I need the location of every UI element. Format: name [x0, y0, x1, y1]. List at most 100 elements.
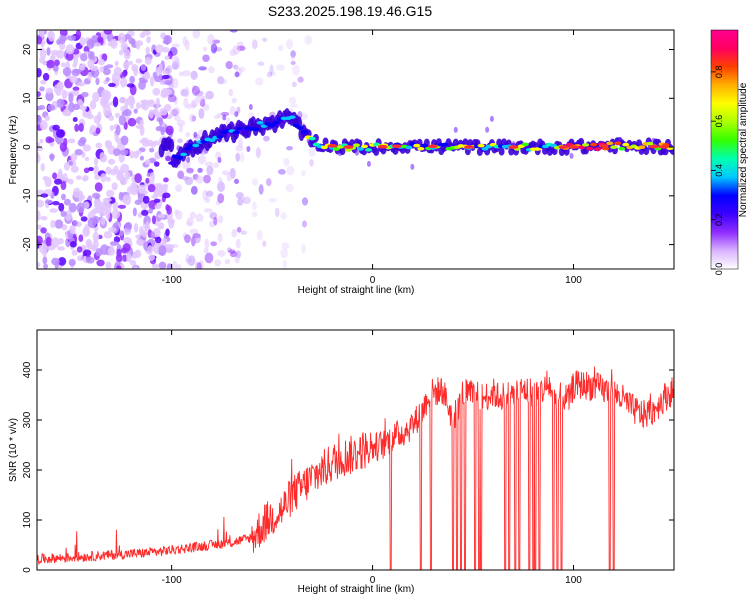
spectrogram-noise-blob: [269, 64, 274, 75]
spectrogram-noise-blob: [235, 145, 244, 152]
spectrogram-noise-blob: [65, 210, 73, 221]
spectrogram-noise-blob: [50, 49, 60, 56]
spectrogram-y-tick-label: 10: [22, 92, 33, 104]
spectrogram-noise-blob: [162, 46, 170, 53]
spectrogram-noise-blob: [119, 49, 124, 56]
spectrogram-noise-blob: [280, 212, 287, 220]
spectrogram-noise-blob: [59, 35, 67, 42]
spectrogram-noise-blob: [49, 208, 58, 213]
spectrogram-trace-speck: [234, 111, 239, 118]
spectrogram-noise-blob: [45, 236, 52, 247]
spectrogram-noise-blob: [129, 150, 135, 159]
spectrogram-noise-blob: [42, 61, 47, 66]
spectrogram-noise-blob: [37, 224, 42, 230]
spectrogram-noise-blob: [37, 106, 42, 111]
spectrogram-noise-blob: [277, 168, 286, 175]
spectrogram-noise-blob: [165, 204, 170, 211]
spectrogram-noise-blob: [77, 139, 86, 147]
spectrogram-hotspot: [377, 144, 388, 149]
spectrogram-noise-blob: [274, 207, 280, 218]
spectrogram-noise-blob: [111, 209, 121, 219]
snr-x-tick-label: 0: [370, 575, 376, 586]
spectrogram-noise-blob: [92, 231, 100, 243]
spectrogram-noise-blob: [141, 209, 149, 216]
spectrogram-noise-blob: [136, 42, 141, 50]
snr-frame: [36, 329, 675, 571]
spectrogram-noise-blob: [84, 156, 90, 162]
spectrogram-trace-core: [200, 139, 208, 144]
spectrogram-noise-blob: [76, 202, 85, 214]
spectrogram-noise-blob: [57, 246, 65, 251]
spectrogram-noise-blob: [72, 187, 81, 199]
spectrogram-noise-blob: [176, 119, 186, 127]
spectrogram-noise-blob: [142, 195, 150, 204]
spectrogram-noise-blob: [170, 243, 179, 249]
spectrogram-noise-blob: [37, 199, 45, 208]
spectrogram-noise-blob: [198, 66, 207, 71]
spectrogram-noise-blob: [257, 61, 265, 66]
spectrogram-noise-blob: [88, 50, 93, 61]
spectrogram-noise-blob: [58, 168, 63, 177]
spectrogram-trace-core: [272, 120, 280, 125]
spectrogram-noise-blob: [99, 66, 104, 73]
spectrogram-noise-blob: [152, 71, 158, 79]
spectrogram-noise-blob: [92, 216, 100, 225]
spectrogram-noise-blob: [70, 165, 79, 173]
snr-panel: -100 0 100 0 100 200 300 400 Height of straigh…: [8, 329, 675, 595]
spectrogram-noise-blob: [93, 42, 101, 47]
snr-y-tick-label: 300: [22, 411, 33, 428]
spectrogram-noise-blob: [74, 148, 83, 156]
spectrogram-noise-blob: [98, 58, 105, 66]
spectrogram-noise-blob: [149, 75, 155, 87]
spectrogram-noise-blob: [100, 173, 107, 183]
spectrogram-noise-blob: [300, 113, 308, 121]
spectrogram-noise-blob: [118, 152, 125, 163]
spectrogram-noise-blob: [195, 213, 204, 223]
spectrogram-noise-blob: [297, 76, 304, 83]
spectrogram-trace-core: [180, 152, 188, 157]
spectrogram-noise-blob: [89, 124, 97, 133]
spectrogram-noise-blob: [202, 46, 208, 52]
spectrogram-noise-blob: [168, 83, 174, 90]
spectrogram-noise-blob: [60, 62, 67, 68]
spectrogram-trace-core: [533, 147, 541, 151]
spectrogram-noise-blob: [108, 82, 116, 88]
spectrogram-noise-blob: [62, 109, 72, 117]
spectrogram-noise-blob: [283, 157, 290, 167]
spectrogram-noise-blob: [72, 103, 80, 111]
spectrogram-noise-blob: [145, 46, 151, 55]
spectrogram-noise-blob: [39, 30, 45, 38]
spectrogram-noise-blob: [235, 250, 242, 259]
colorbar-tick-label: 0.0: [714, 263, 724, 276]
snr-x-tick-label: 100: [565, 575, 582, 586]
spectrogram-noise-blob: [137, 212, 143, 218]
spectrogram-noise-blob: [278, 44, 284, 52]
spectrogram-noise-blob: [282, 260, 287, 269]
spectrogram-noise-blob: [92, 91, 100, 103]
spectrogram-trace-speck: [186, 156, 191, 163]
spectrogram-noise-blob: [239, 152, 245, 163]
spectrogram-trace-core: [582, 143, 590, 147]
spectrogram-noise-blob: [234, 178, 240, 185]
spectrogram-noise-blob: [163, 177, 169, 183]
spectrogram-noise-blob: [94, 157, 99, 166]
spectrogram-noise-blob: [118, 114, 127, 126]
spectrogram-noise-blob: [58, 202, 65, 212]
spectrogram-trace-core: [300, 130, 308, 135]
snr-line: [37, 366, 674, 570]
spectrogram-noise-blob: [42, 256, 48, 265]
spectrogram-trace-core: [405, 145, 413, 150]
spectrogram-noise-blob: [236, 226, 242, 233]
spectrogram-noise-blob: [56, 98, 65, 108]
spectrogram-trace-speck: [217, 156, 222, 163]
spectrogram-noise-blob: [148, 157, 156, 164]
spectrogram-noise-blob: [122, 61, 130, 70]
spectrogram-noise-blob: [79, 37, 86, 46]
spectrogram-noise-blob: [147, 100, 155, 107]
spectrogram-noise-blob: [151, 263, 160, 269]
spectrogram-noise-blob: [217, 181, 226, 193]
spectrogram-noise-blob: [37, 153, 41, 164]
spectrogram-noise-blob: [189, 211, 196, 219]
spectrogram-noise-blob: [45, 87, 54, 94]
spectrogram-noise-blob: [94, 175, 101, 180]
